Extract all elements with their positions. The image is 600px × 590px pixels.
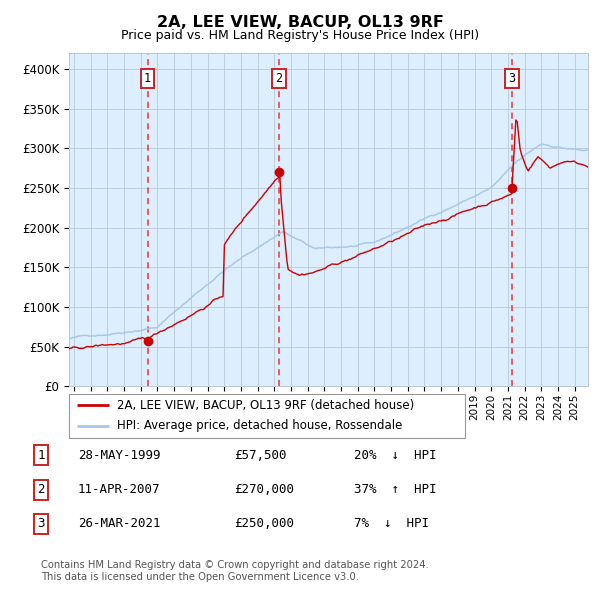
- Text: 28-MAY-1999: 28-MAY-1999: [78, 449, 161, 462]
- Text: 7%  ↓  HPI: 7% ↓ HPI: [354, 517, 429, 530]
- Text: 26-MAR-2021: 26-MAR-2021: [78, 517, 161, 530]
- Text: HPI: Average price, detached house, Rossendale: HPI: Average price, detached house, Ross…: [116, 419, 402, 432]
- Text: 11-APR-2007: 11-APR-2007: [78, 483, 161, 496]
- Text: 2: 2: [275, 72, 283, 85]
- Text: Contains HM Land Registry data © Crown copyright and database right 2024.: Contains HM Land Registry data © Crown c…: [41, 560, 428, 570]
- Text: £270,000: £270,000: [234, 483, 294, 496]
- Text: £250,000: £250,000: [234, 517, 294, 530]
- Text: This data is licensed under the Open Government Licence v3.0.: This data is licensed under the Open Gov…: [41, 572, 359, 582]
- Text: 20%  ↓  HPI: 20% ↓ HPI: [354, 449, 437, 462]
- Text: 1: 1: [144, 72, 151, 85]
- Text: 2: 2: [37, 483, 44, 496]
- Text: 3: 3: [508, 72, 515, 85]
- Text: 1: 1: [37, 449, 44, 462]
- Text: Price paid vs. HM Land Registry's House Price Index (HPI): Price paid vs. HM Land Registry's House …: [121, 30, 479, 42]
- FancyBboxPatch shape: [69, 394, 465, 438]
- Text: £57,500: £57,500: [234, 449, 287, 462]
- Text: 2A, LEE VIEW, BACUP, OL13 9RF: 2A, LEE VIEW, BACUP, OL13 9RF: [157, 15, 443, 30]
- Text: 2A, LEE VIEW, BACUP, OL13 9RF (detached house): 2A, LEE VIEW, BACUP, OL13 9RF (detached …: [116, 399, 414, 412]
- Text: 37%  ↑  HPI: 37% ↑ HPI: [354, 483, 437, 496]
- Text: 3: 3: [37, 517, 44, 530]
